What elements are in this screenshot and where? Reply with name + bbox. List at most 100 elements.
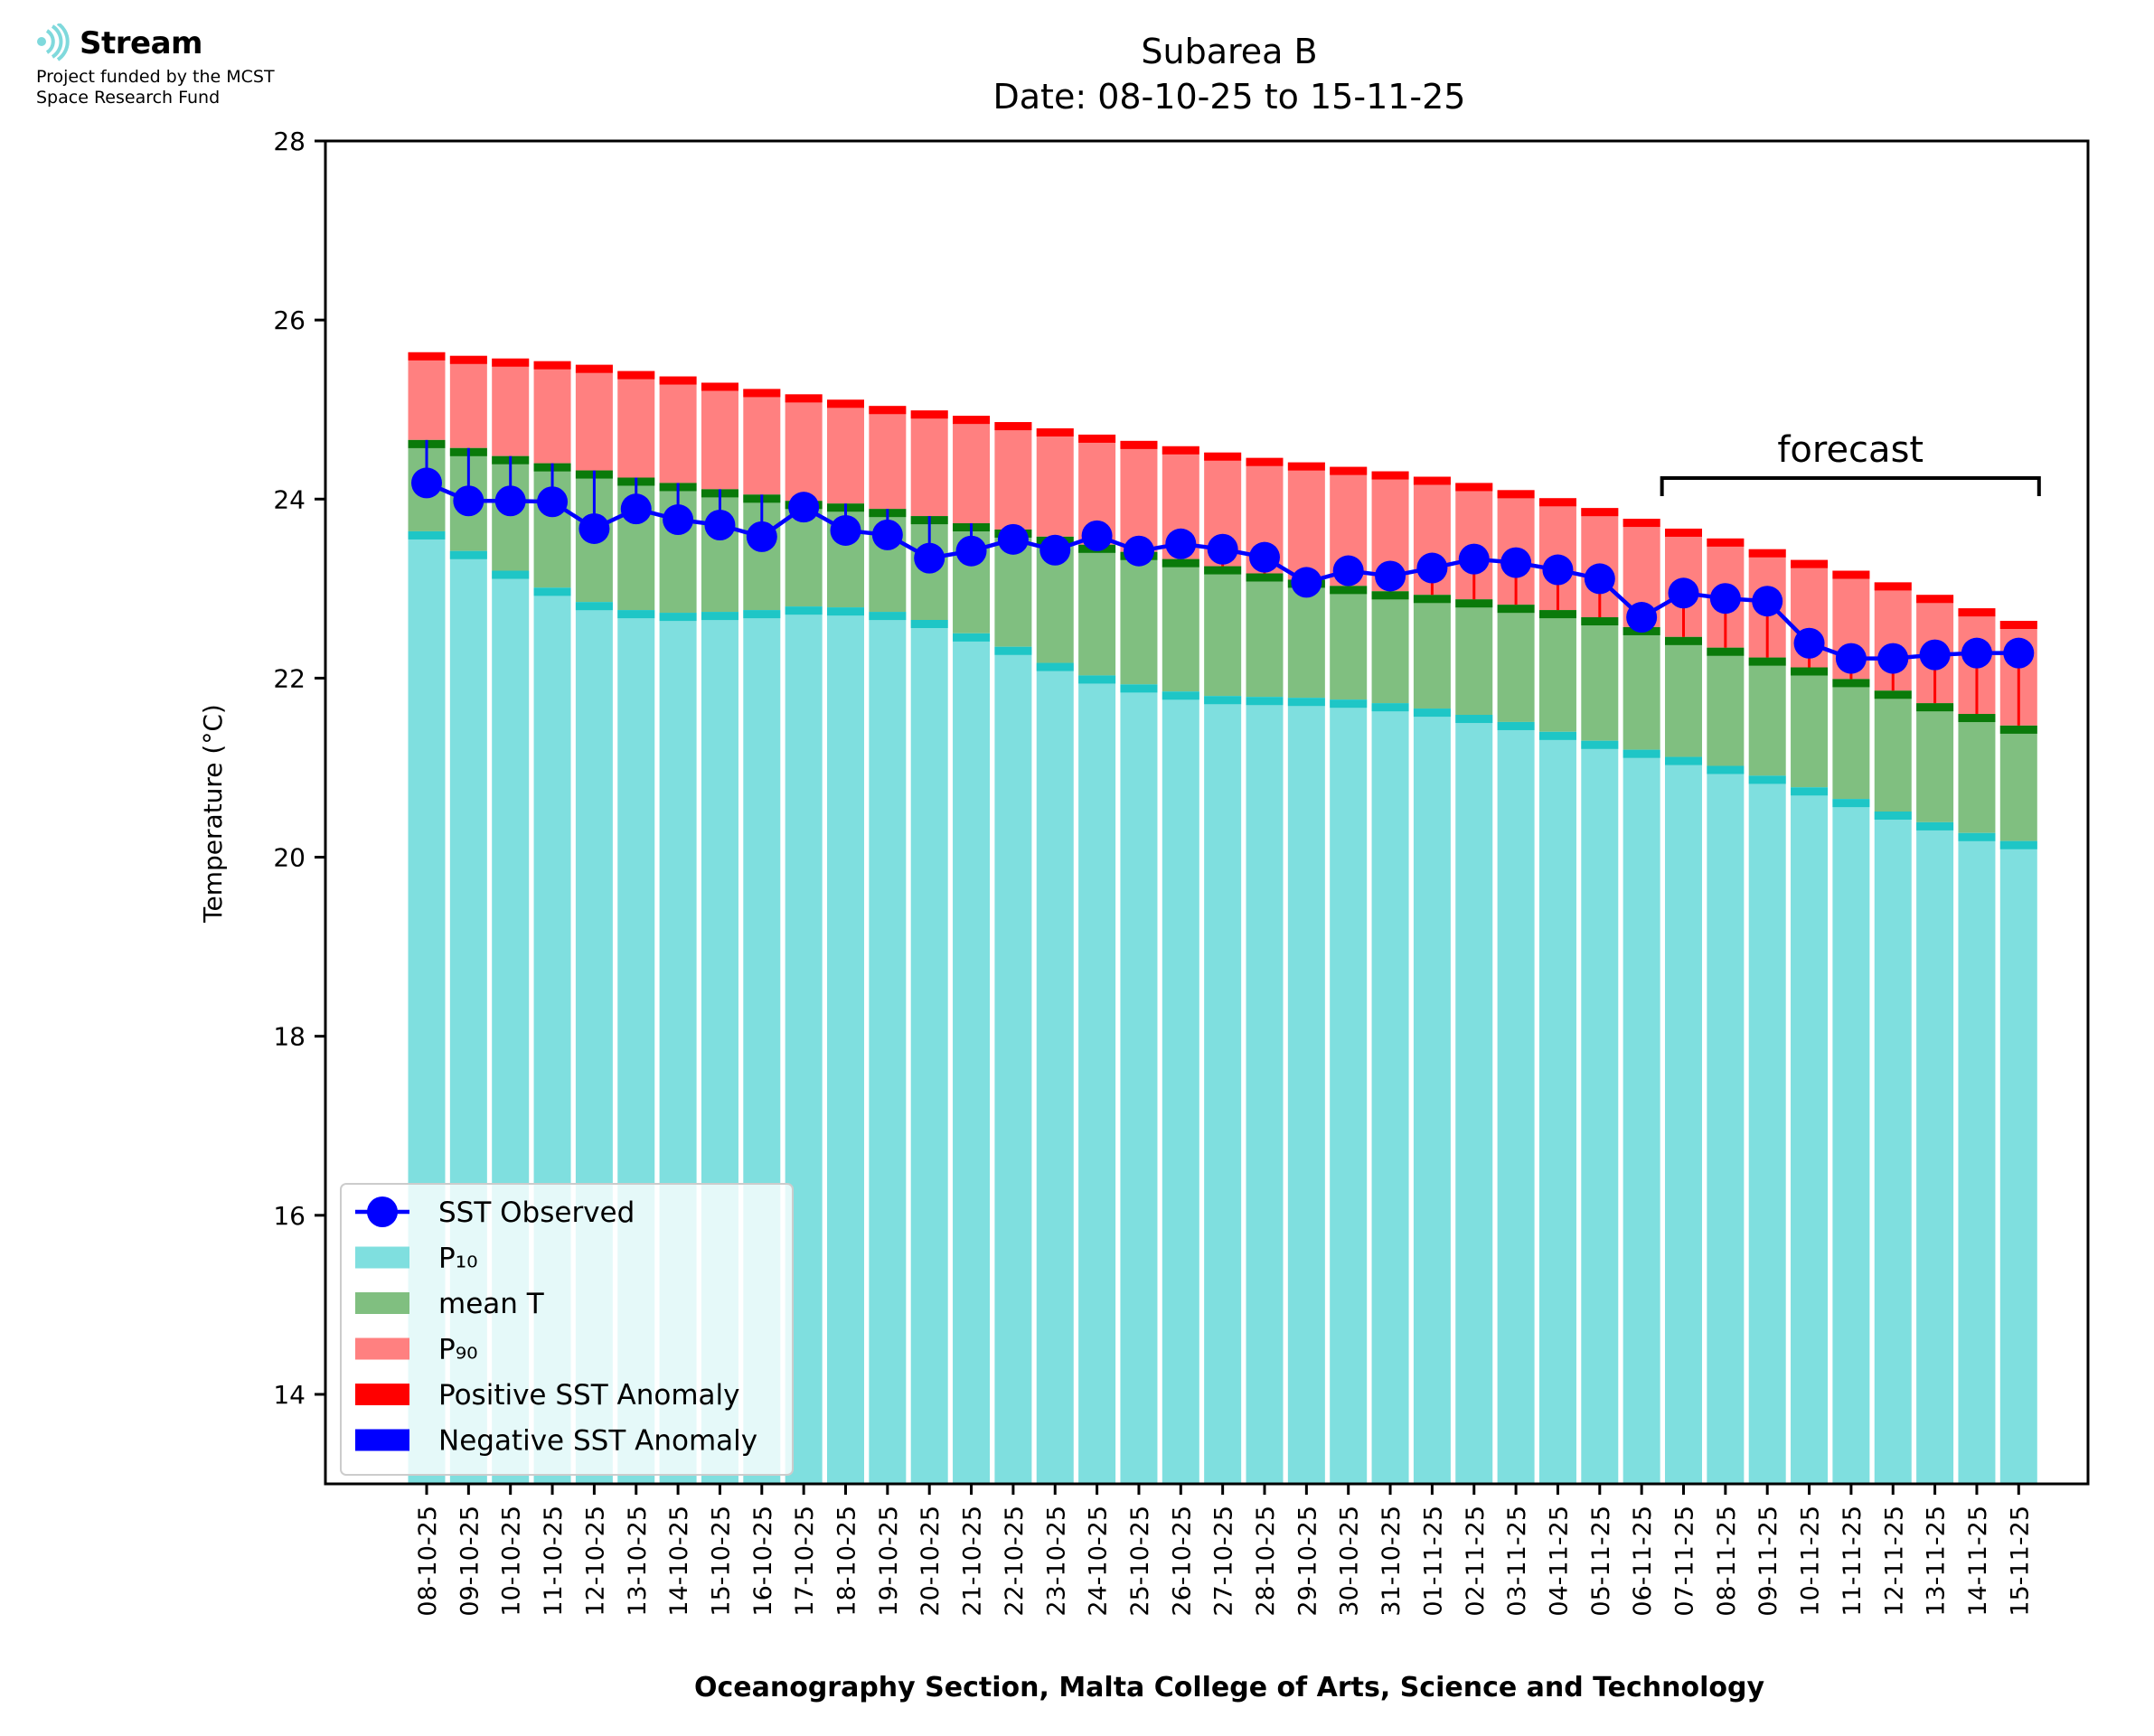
p10-edge xyxy=(785,606,823,615)
p90-edge xyxy=(701,382,738,391)
sst-observed-point xyxy=(578,512,610,544)
p10-edge xyxy=(1287,698,1325,707)
p90-edge xyxy=(1791,559,1829,568)
mean-t-edge xyxy=(1455,599,1493,608)
legend-label: mean T xyxy=(438,1288,545,1320)
sst-observed-point xyxy=(1207,533,1238,565)
p90-edge xyxy=(785,394,823,403)
x-tick-label: 07-11-25 xyxy=(1671,1506,1699,1617)
mean-t-bar xyxy=(1581,617,1619,741)
sst-observed-point xyxy=(663,504,694,536)
p10-edge xyxy=(827,607,864,616)
chart-subtitle: Date: 08-10-25 to 15-11-25 xyxy=(993,77,1466,117)
p90-edge xyxy=(1497,490,1535,499)
mean-t-edge xyxy=(1665,636,1702,645)
x-tick-label: 25-10-25 xyxy=(1126,1506,1154,1617)
mean-t-bar xyxy=(1287,579,1325,699)
p10-edge xyxy=(1246,697,1284,706)
p90-bar xyxy=(785,394,823,502)
x-tick-label: 16-10-25 xyxy=(749,1506,777,1617)
p90-bar xyxy=(617,371,655,478)
mean-t-bar xyxy=(1078,544,1116,676)
sst-observed-point xyxy=(997,523,1029,555)
p90-edge xyxy=(1371,471,1409,480)
p10-edge xyxy=(1204,696,1242,705)
p90-edge xyxy=(408,352,446,361)
p10-edge xyxy=(1455,715,1493,724)
legend-label: P₉₀ xyxy=(438,1334,478,1366)
legend-patch-swatch xyxy=(355,1337,409,1360)
x-tick-label: 09-10-25 xyxy=(456,1506,484,1617)
y-tick-label: 14 xyxy=(273,1380,306,1410)
p10-bar xyxy=(1120,684,1158,1484)
p10-edge xyxy=(994,646,1032,655)
mean-t-edge xyxy=(1958,714,1996,723)
mean-t-bar xyxy=(1748,657,1786,776)
mean-t-edge xyxy=(1497,605,1535,614)
p10-bar xyxy=(1623,749,1660,1484)
x-tick-label: 01-11-25 xyxy=(1419,1506,1447,1617)
p90-edge xyxy=(575,364,613,373)
legend-marker-swatch xyxy=(367,1196,398,1227)
p10-bar xyxy=(994,646,1032,1484)
mean-t-bar xyxy=(1538,610,1576,732)
mean-t-edge xyxy=(1581,617,1619,626)
p10-edge xyxy=(1791,787,1829,796)
sst-observed-point xyxy=(1752,586,1783,617)
p10-bar xyxy=(1246,697,1284,1484)
p10-bar xyxy=(1538,731,1576,1484)
p10-edge xyxy=(1371,703,1409,712)
p10-edge xyxy=(492,570,530,579)
mean-t-edge xyxy=(1916,703,1954,712)
x-tick-label: 18-10-25 xyxy=(833,1506,861,1617)
y-tick-label: 28 xyxy=(273,127,306,156)
x-tick-label: 13-11-25 xyxy=(1923,1506,1951,1617)
legend-label: P₁₀ xyxy=(438,1243,478,1275)
p90-bar xyxy=(575,364,613,471)
x-tick-label: 03-11-25 xyxy=(1503,1506,1531,1617)
p10-bar xyxy=(1791,787,1829,1484)
p90-edge xyxy=(1204,452,1242,461)
x-tick-label: 15-10-25 xyxy=(707,1506,735,1617)
p90-edge xyxy=(1287,462,1325,471)
mean-t-bar xyxy=(1791,667,1829,788)
sst-observed-point xyxy=(1668,577,1699,609)
mean-t-bar xyxy=(1874,690,1912,812)
p10-edge xyxy=(1665,756,1702,765)
sst-observed-point xyxy=(1375,560,1406,592)
mean-t-bar xyxy=(1120,551,1158,685)
p10-bar xyxy=(1497,721,1535,1484)
bar-group xyxy=(408,352,2037,1484)
mean-t-edge xyxy=(1371,591,1409,600)
p90-edge xyxy=(743,389,781,398)
p10-edge xyxy=(1707,765,1745,774)
forecast-bracket xyxy=(1660,476,2041,496)
y-tick-label: 18 xyxy=(273,1022,306,1052)
p10-edge xyxy=(953,633,991,642)
p90-edge xyxy=(449,355,487,364)
p90-edge xyxy=(1246,457,1284,466)
p10-edge xyxy=(1538,731,1576,740)
plot-frame xyxy=(324,139,2090,1486)
p10-edge xyxy=(1036,662,1074,671)
p10-edge xyxy=(1330,699,1368,708)
x-tick-label: 24-10-25 xyxy=(1085,1506,1113,1617)
y-tick-label: 16 xyxy=(273,1201,306,1231)
p10-bar xyxy=(1958,832,1996,1484)
p90-bar xyxy=(659,376,697,483)
mean-t-bar xyxy=(1916,703,1954,822)
sst-observed-point xyxy=(1291,567,1322,598)
y-axis-label: Temperature (°C) xyxy=(198,704,228,924)
p10-edge xyxy=(1162,691,1199,700)
sst-observed-point xyxy=(2003,637,2035,669)
p90-bar xyxy=(1287,462,1325,580)
p90-edge xyxy=(1707,538,1745,547)
legend-label: SST Observed xyxy=(438,1196,635,1229)
x-tick-label: 14-11-25 xyxy=(1964,1506,1992,1617)
mean-t-bar xyxy=(1455,599,1493,716)
x-tick-label: 23-10-25 xyxy=(1042,1506,1070,1617)
p10-bar xyxy=(1078,675,1116,1484)
p90-bar xyxy=(827,399,864,504)
mean-t-edge xyxy=(1707,647,1745,656)
p90-edge xyxy=(659,376,697,385)
